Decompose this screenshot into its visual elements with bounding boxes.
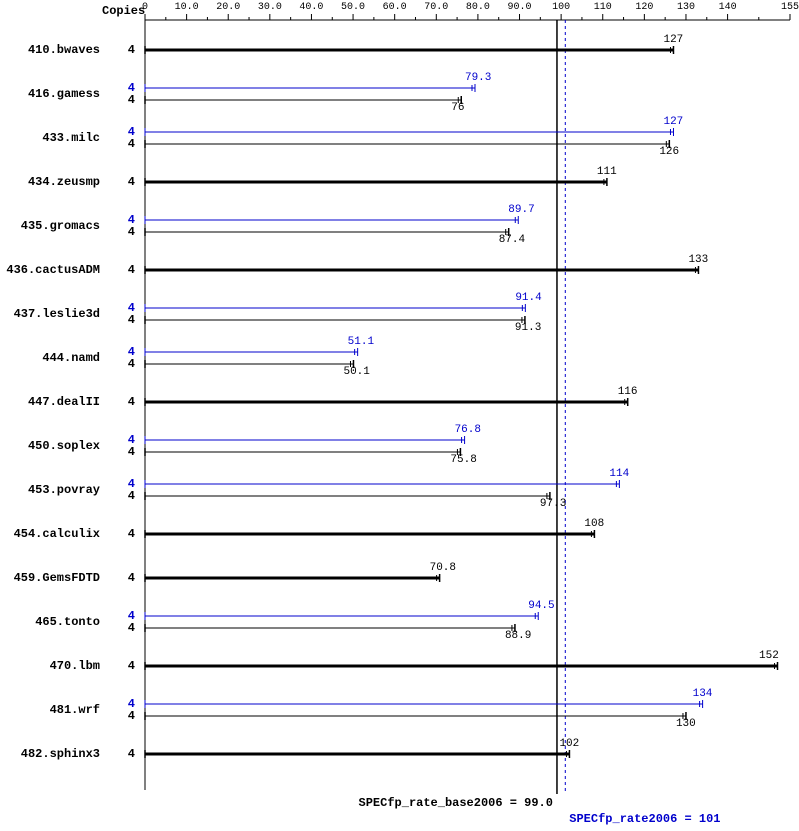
- base-value: 97.3: [540, 498, 566, 510]
- axis-tick-label: 0: [130, 2, 160, 13]
- base-copies: 4: [128, 527, 135, 541]
- base-summary-label: SPECfp_rate_base2006 = 99.0: [359, 796, 553, 810]
- peak-value: 114: [609, 468, 629, 480]
- benchmark-name: 447.dealII: [0, 395, 100, 409]
- base-copies: 4: [128, 175, 135, 189]
- axis-tick-label: 60.0: [380, 2, 410, 13]
- benchmark-name: 437.leslie3d: [0, 307, 100, 321]
- spec-rate-chart: Copies010.020.030.040.050.060.070.080.09…: [0, 0, 799, 831]
- benchmark-name: 465.tonto: [0, 615, 100, 629]
- base-copies: 4: [128, 489, 135, 503]
- benchmark-name: 444.namd: [0, 351, 100, 365]
- base-copies: 4: [128, 395, 135, 409]
- benchmark-name: 453.povray: [0, 483, 100, 497]
- peak-value: 76.8: [455, 424, 481, 436]
- axis-tick-label: 50.0: [338, 2, 368, 13]
- axis-tick-label: 80.0: [463, 2, 493, 13]
- axis-tick-label: 20.0: [213, 2, 243, 13]
- base-value: 111: [597, 166, 617, 178]
- base-copies: 4: [128, 445, 135, 459]
- peak-value: 51.1: [348, 336, 374, 348]
- peak-value: 89.7: [508, 204, 534, 216]
- benchmark-name: 459.GemsFDTD: [0, 571, 100, 585]
- base-copies: 4: [128, 43, 135, 57]
- base-value: 91.3: [515, 322, 541, 334]
- base-copies: 4: [128, 621, 135, 635]
- base-copies: 4: [128, 659, 135, 673]
- base-copies: 4: [128, 263, 135, 277]
- axis-tick-label: 10.0: [172, 2, 202, 13]
- base-value: 50.1: [343, 366, 369, 378]
- peak-value: 79.3: [465, 72, 491, 84]
- base-value: 87.4: [499, 234, 525, 246]
- axis-tick-label: 100: [546, 2, 576, 13]
- base-copies: 4: [128, 709, 135, 723]
- peak-summary-label: SPECfp_rate2006 = 101: [569, 812, 720, 826]
- axis-tick-label: 120: [629, 2, 659, 13]
- base-copies: 4: [128, 137, 135, 151]
- benchmark-name: 454.calculix: [0, 527, 100, 541]
- base-value: 130: [676, 718, 696, 730]
- axis-tick-label: 70.0: [421, 2, 451, 13]
- peak-value: 94.5: [528, 600, 554, 612]
- axis-tick-label: 110: [588, 2, 618, 13]
- peak-value: 91.4: [515, 292, 541, 304]
- benchmark-name: 410.bwaves: [0, 43, 100, 57]
- benchmark-name: 450.soplex: [0, 439, 100, 453]
- benchmark-name: 433.milc: [0, 131, 100, 145]
- base-copies: 4: [128, 357, 135, 371]
- axis-tick-label: 40.0: [296, 2, 326, 13]
- benchmark-name: 482.sphinx3: [0, 747, 100, 761]
- benchmark-name: 436.cactusADM: [0, 263, 100, 277]
- axis-tick-label: 130: [671, 2, 701, 13]
- benchmark-name: 481.wrf: [0, 703, 100, 717]
- base-value: 70.8: [430, 562, 456, 574]
- base-copies: 4: [128, 313, 135, 327]
- benchmark-name: 416.gamess: [0, 87, 100, 101]
- base-value: 76: [451, 102, 464, 114]
- benchmark-name: 435.gromacs: [0, 219, 100, 233]
- base-value: 152: [759, 650, 779, 662]
- benchmark-name: 470.lbm: [0, 659, 100, 673]
- base-value: 126: [659, 146, 679, 158]
- base-copies: 4: [128, 225, 135, 239]
- base-copies: 4: [128, 93, 135, 107]
- base-value: 108: [584, 518, 604, 530]
- base-value: 102: [559, 738, 579, 750]
- base-value: 88.9: [505, 630, 531, 642]
- base-value: 75.8: [450, 454, 476, 466]
- benchmark-name: 434.zeusmp: [0, 175, 100, 189]
- base-value: 133: [688, 254, 708, 266]
- base-value: 127: [663, 34, 683, 46]
- base-copies: 4: [128, 571, 135, 585]
- peak-value: 127: [663, 116, 683, 128]
- axis-tick-label: 155: [775, 2, 799, 13]
- axis-tick-label: 90.0: [505, 2, 535, 13]
- peak-value: 134: [693, 688, 713, 700]
- axis-tick-label: 140: [713, 2, 743, 13]
- base-copies: 4: [128, 747, 135, 761]
- axis-tick-label: 30.0: [255, 2, 285, 13]
- base-value: 116: [618, 386, 638, 398]
